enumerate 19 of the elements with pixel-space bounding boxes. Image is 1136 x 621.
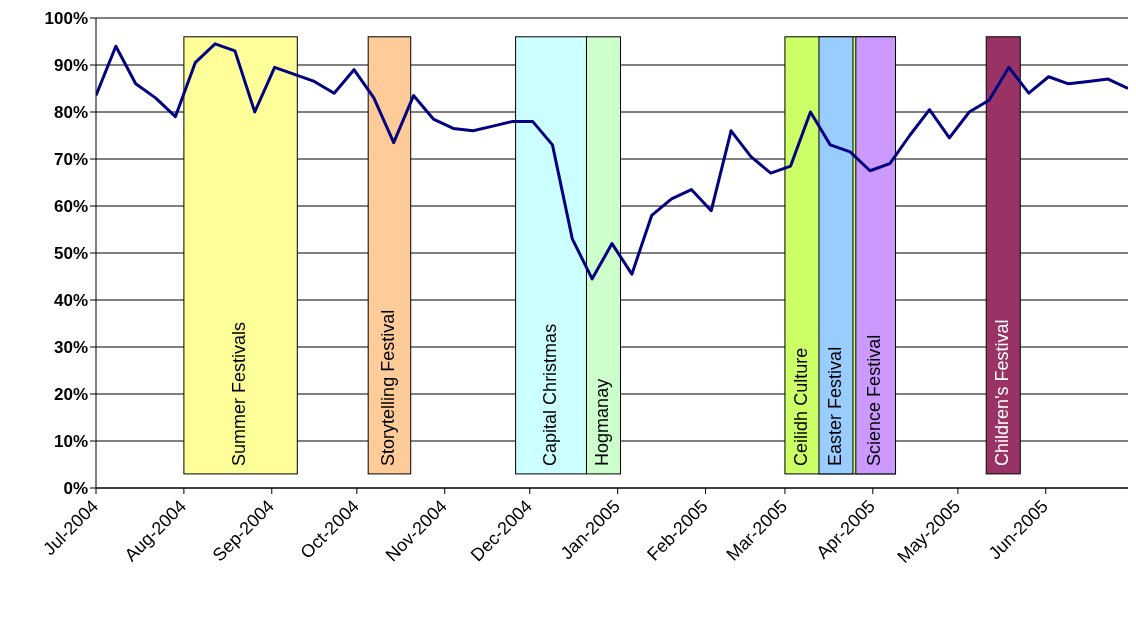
band-label: Summer Festivals [229, 321, 250, 466]
band-label: Ceilidh Culture [790, 347, 811, 466]
band-label: Easter Festival [824, 346, 845, 466]
y-tick-label: 0% [63, 479, 88, 499]
y-tick-label: 20% [53, 385, 88, 405]
y-tick-label: 60% [53, 197, 88, 217]
y-tick-label: 10% [53, 432, 88, 452]
band-label: Children's Festival [992, 319, 1012, 466]
y-tick-label: 70% [53, 150, 88, 170]
band-label: Capital Christmas [539, 323, 560, 466]
band-label: Science Festival [864, 334, 885, 466]
y-tick-label: 50% [53, 244, 88, 264]
band-label: Hogmanay [592, 378, 613, 466]
y-tick-label: 80% [53, 103, 88, 123]
y-tick-label: 90% [53, 56, 88, 76]
band-label: Storytelling Festival [378, 309, 399, 466]
y-tick-label: 30% [53, 338, 88, 358]
y-tick-label: 100% [44, 9, 88, 29]
y-tick-label: 40% [53, 291, 88, 311]
